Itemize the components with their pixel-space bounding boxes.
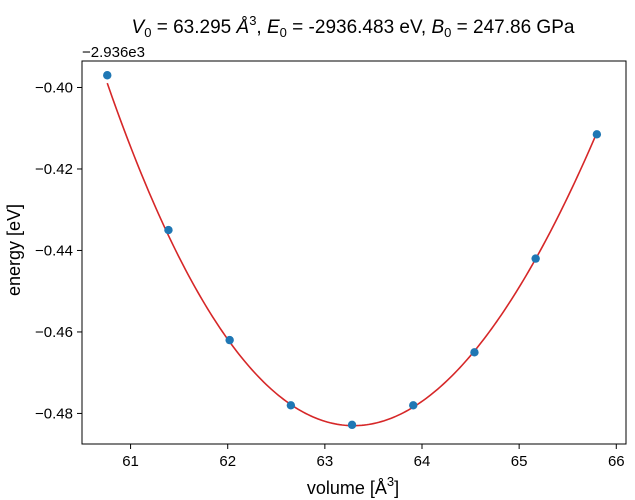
x-tick-label: 64	[414, 453, 431, 470]
title-v0-unit: Å	[236, 17, 250, 38]
data-point	[531, 254, 540, 263]
chart-title: V0 = 63.295 Å3, E0 = -2936.483 eV, B0 = …	[132, 13, 575, 40]
x-tick-label: 63	[317, 453, 334, 470]
data-point	[225, 335, 234, 345]
title-b0-sub: 0	[444, 25, 451, 40]
data-point	[164, 225, 173, 235]
title-b0-value: = 247.86 GPa	[451, 17, 574, 38]
title-e0-value: = -2936.483 eV,	[287, 17, 432, 38]
title-v0-symbol: V	[132, 17, 147, 38]
data-point	[470, 348, 479, 357]
data-point	[286, 401, 296, 410]
title-v0-sub: 0	[144, 25, 151, 40]
y-offset-text: −2.936e3	[82, 44, 145, 61]
y-tick-label: −0.40	[35, 79, 73, 96]
x-tick-label: 65	[511, 453, 528, 470]
data-point	[592, 130, 602, 139]
plot-area	[103, 71, 602, 430]
y-tick-label: −0.44	[35, 242, 73, 259]
ticks-layer: 61 62 63 64 65 66 −0.40 −0.42 −0.44 −0.46 −0.48	[35, 79, 625, 470]
y-tick-label: −0.46	[35, 324, 73, 341]
x-axis-label: volume [Å3]	[307, 474, 399, 498]
title-v0-value: = 63.295	[151, 17, 236, 38]
x-tick-label: 61	[122, 453, 139, 470]
title-sep1: ,	[256, 17, 267, 38]
title-e0-sub: 0	[280, 25, 287, 40]
x-tick-label: 66	[608, 453, 625, 470]
x-axis-label-close: ]	[394, 478, 399, 498]
y-axis-label: energy [eV]	[4, 204, 24, 296]
title-b0-symbol: B	[431, 17, 444, 38]
fit-curve	[106, 82, 598, 427]
data-point	[347, 420, 357, 430]
x-axis-label-main: volume [Å	[307, 478, 387, 498]
x-tick-label: 62	[219, 453, 236, 470]
y-tick-label: −0.42	[35, 161, 73, 178]
data-point	[409, 401, 418, 410]
title-v0-unit-sup: 3	[249, 13, 256, 28]
y-tick-label: −0.48	[35, 405, 73, 422]
x-axis-label-sup: 3	[387, 474, 394, 489]
data-point	[103, 71, 112, 80]
plot-frame	[81, 60, 627, 445]
title-e0-symbol: E	[267, 17, 280, 38]
